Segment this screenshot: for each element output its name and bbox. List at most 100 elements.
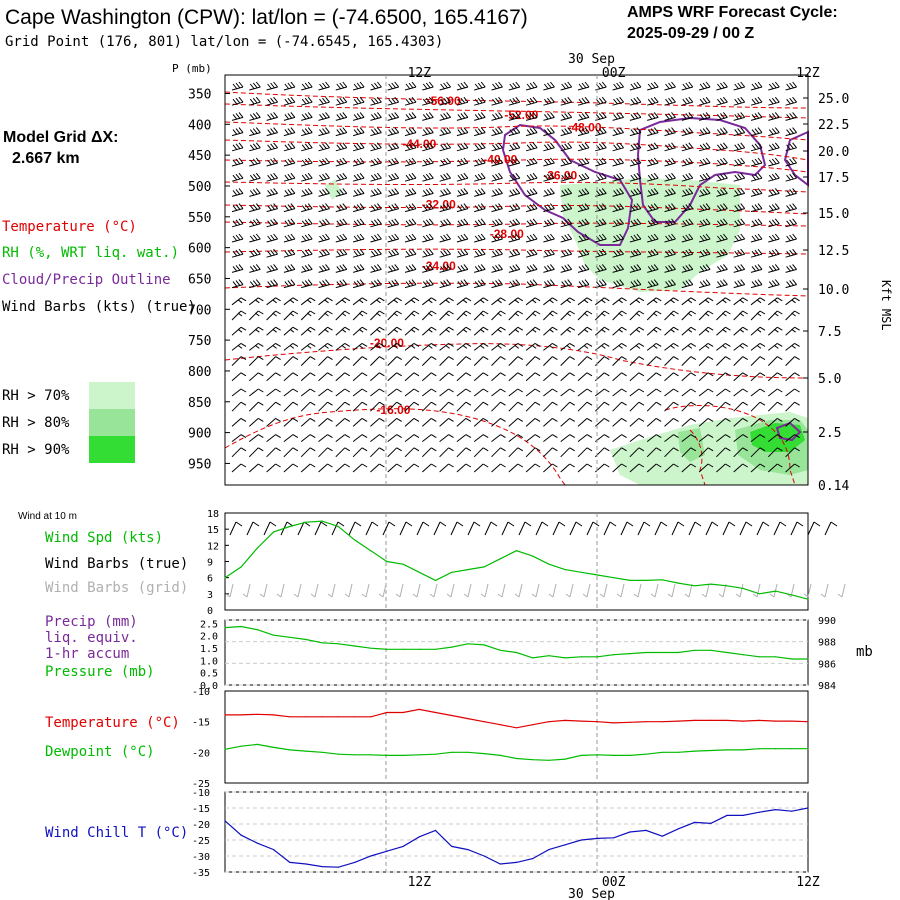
wind-barb [681,218,694,228]
pressure-tick-label: 950 [188,457,211,472]
wind-barb [716,297,731,306]
cross-section-axis-ticks: 350 400 450 500 550 600 650 700 750 800 850 900 950 2… [188,66,849,494]
wind-barb [318,233,330,243]
wind-barb [577,188,590,197]
wind-barb [716,81,728,91]
wind-barb-true [739,521,753,536]
wind-barb [629,264,642,273]
height-tick-label: 25.0 [818,92,849,107]
wind-barb [456,401,472,412]
wind-barb [577,218,590,228]
wind-barb [248,447,264,458]
wind-barb [612,218,624,228]
wind-barb [698,388,714,397]
wind-barb [231,142,244,152]
wind-barb [785,96,797,106]
wind-barb-grid [531,583,540,598]
wind-barb [387,434,402,442]
wind-barb [318,264,330,273]
wind-barb [473,447,489,458]
wind-barb [560,417,575,427]
windchill-frame [224,791,809,873]
wind-barb [629,218,642,228]
wind-barb [474,279,486,289]
wind-barb-true [331,521,345,536]
wind-barb [231,417,247,427]
wind-barb [733,264,746,273]
wind-barb [491,463,506,473]
wind-barb [750,310,766,321]
wind-barb [612,297,627,306]
pressure-tick-label: 400 [188,118,211,133]
temp-contour-m44 [224,158,809,173]
wind-barb [231,342,247,351]
wind-barb [681,372,697,382]
pressure-tick-label: 450 [188,149,211,164]
wind-barb [335,463,351,473]
wind-barb [491,112,503,121]
wind-barb [231,372,247,382]
wind-barb [525,342,541,351]
wind-barb [491,81,503,91]
wind-barb [439,142,451,152]
temp-contour-m36 [224,204,809,215]
legend-rh: RH (%, WRT liq. wat.) [2,245,179,261]
wind-barb [491,326,506,336]
wind-barb [318,326,333,336]
wind-barb-true [518,521,532,536]
wind-barb [266,356,281,366]
wind-barb [525,188,538,197]
wind-barb [508,203,521,213]
wind-barb [577,447,593,458]
cross-section-frame [224,74,809,486]
wind-barb [370,417,385,427]
pressure-tick-label: 600 [188,242,211,257]
wind-barb [231,356,247,366]
wind-barb [404,96,417,106]
wind-barb [404,356,420,366]
wind-barb [647,96,659,106]
wind-barb [716,279,728,289]
wind-barb [508,434,524,442]
wind-barb [387,417,402,427]
wind-barb [266,297,281,306]
wind-barb [456,388,472,397]
wind-barb [785,112,797,121]
wind-barb [647,218,659,228]
wind-barb [750,112,763,121]
wind-barb-true [501,521,515,536]
wind-barb [750,463,766,473]
wind-barb [716,310,731,321]
wind-barb [249,142,261,152]
wind-barb [300,356,316,366]
wind-barb [543,96,555,106]
wind-barb [664,112,676,121]
wind-barb [629,372,645,382]
wind-barb [283,172,296,182]
pressure-axis-label: P (mb) [172,62,212,75]
wind-barb [785,142,797,152]
wind-barb [231,326,247,336]
wind-barb-grid [242,583,251,598]
wind-barb [491,356,506,366]
wind-barb [301,188,313,197]
wind-barb [422,96,434,106]
wind-barb [352,81,365,91]
wind-barb [456,203,469,213]
wind-barb [664,326,679,336]
wind-barb [543,356,558,366]
wind-barb-grid [650,583,659,598]
pressure-tick-label: 988 [818,638,836,649]
wind-barb [474,157,486,167]
wind-barb [698,297,714,306]
wind-barb [318,388,333,397]
wind-barb [525,356,541,366]
wind-barb [456,342,472,351]
wind-barb [491,233,503,243]
wind-barb [664,434,679,442]
wind-barb [525,401,541,412]
wind-barb [577,388,593,397]
wind-barb [768,96,780,106]
wind-barb [300,326,316,336]
wind-barb [248,310,264,321]
